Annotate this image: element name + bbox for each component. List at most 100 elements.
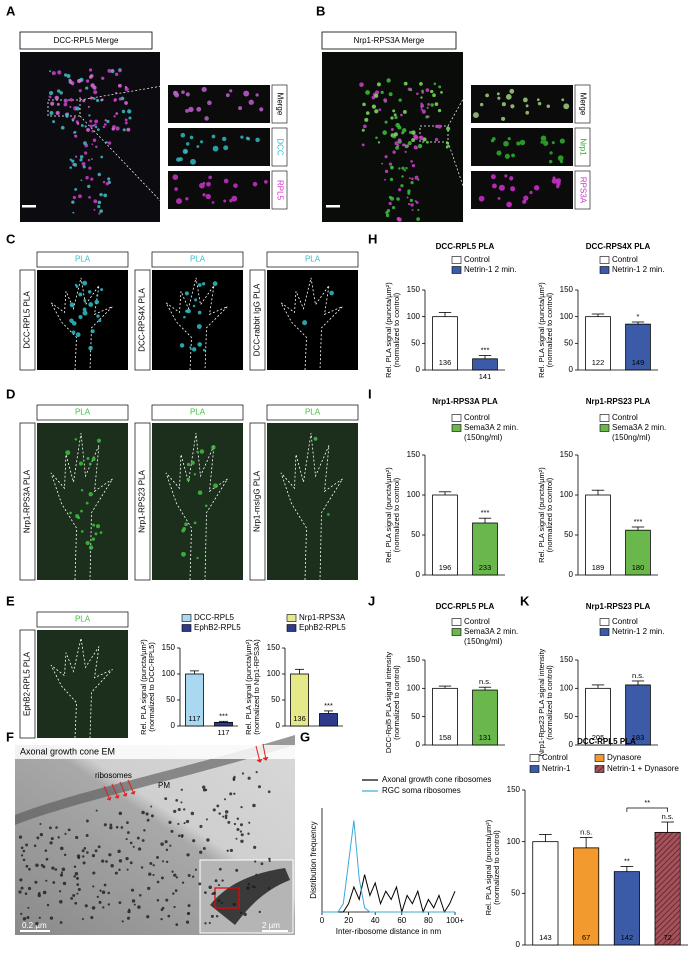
puncta: [229, 198, 233, 203]
puncta: [410, 160, 413, 163]
puncta: [497, 197, 501, 200]
puncta: [420, 102, 423, 105]
ribosome: [92, 885, 95, 888]
ribosome: [28, 867, 31, 871]
puncta: [402, 109, 407, 114]
legend-label: Axonal growth cone ribosomes: [382, 775, 491, 784]
chart-title: DCC-RPL5 PLA: [436, 602, 495, 611]
y-tick-label: 0: [171, 721, 176, 730]
ribosome: [64, 832, 67, 835]
ribosome: [82, 855, 85, 858]
y-axis-label: (normalized to control): [392, 477, 401, 552]
puncta: [94, 123, 97, 126]
puncta: [245, 136, 249, 140]
x-tick-label: 100+: [446, 916, 464, 925]
ribosome: [49, 826, 52, 830]
puncta: [409, 198, 414, 203]
legend-swatch: [599, 266, 610, 274]
puncta: [96, 314, 100, 318]
puncta: [403, 81, 408, 86]
ribosome: [141, 839, 145, 842]
chart-title: Nrp1-RPS23 PLA: [586, 602, 651, 611]
puncta: [207, 100, 212, 106]
legend-swatch: [451, 266, 462, 274]
header-box: [36, 251, 129, 268]
puncta: [425, 140, 429, 144]
ribosome: [173, 905, 176, 909]
legend-note: (150ng/ml): [464, 637, 503, 646]
y-tick-label: 50: [411, 712, 420, 721]
puncta: [86, 456, 90, 460]
ribosome: [173, 873, 177, 877]
row-label: Nrp1-RPS23 PLA: [138, 469, 147, 532]
puncta: [313, 436, 318, 441]
ribosome: [18, 890, 22, 894]
ribosome: [232, 902, 236, 906]
header-box: [19, 629, 36, 739]
arrow: [119, 781, 128, 797]
bar: [654, 831, 681, 946]
puncta: [98, 212, 101, 215]
puncta: [92, 138, 97, 143]
ribosome: [109, 826, 113, 830]
arrow: [262, 743, 269, 761]
ribosome: [81, 849, 85, 853]
ribosome: [247, 882, 250, 886]
puncta: [50, 101, 55, 106]
ribosome: [77, 887, 81, 892]
puncta: [127, 109, 132, 114]
ribosome: [223, 798, 227, 801]
legend-swatch: [451, 424, 462, 432]
puncta: [196, 556, 199, 560]
ribosome: [254, 860, 257, 863]
bar: [625, 529, 651, 576]
chart-title: DCC-RPS4X PLA: [586, 242, 651, 251]
puncta: [516, 141, 521, 146]
puncta: [419, 82, 423, 86]
legend-label: EphB2-RPL5: [194, 623, 241, 632]
puncta: [376, 82, 381, 87]
y-tick-label: 50: [564, 530, 573, 539]
ribosome: [59, 873, 64, 877]
puncta: [496, 150, 502, 156]
ribosome: [246, 886, 250, 890]
puncta: [540, 135, 547, 142]
ribosome: [149, 861, 153, 865]
em-annotation: ribosomes: [95, 771, 132, 780]
y-tick-label: 150: [560, 450, 574, 459]
ribosome: [130, 888, 135, 892]
ribosome: [181, 881, 185, 884]
puncta: [81, 162, 86, 166]
puncta: [440, 90, 443, 94]
ribosome: [95, 809, 98, 812]
puncta: [180, 132, 186, 138]
puncta: [225, 93, 230, 98]
legend-label: Control: [464, 413, 490, 422]
puncta: [106, 119, 110, 124]
puncta: [190, 158, 196, 165]
puncta: [417, 143, 423, 149]
puncta: [211, 201, 215, 204]
puncta: [384, 155, 388, 159]
y-tick-label: 0: [416, 570, 421, 579]
puncta: [96, 128, 100, 131]
sample-size: 196: [439, 563, 452, 572]
significance: n.s.: [479, 677, 491, 686]
puncta: [85, 176, 89, 180]
ribosome: [233, 792, 236, 795]
puncta: [100, 155, 104, 159]
puncta: [71, 330, 76, 335]
puncta: [501, 116, 506, 121]
puncta: [557, 155, 564, 161]
ribosome: [150, 814, 154, 818]
panel-letter: K: [520, 593, 530, 608]
puncta: [213, 483, 218, 489]
y-tick-label: 150: [407, 655, 421, 664]
puncta: [523, 195, 529, 201]
ribosome: [267, 887, 271, 890]
panel-title: DCC-RPL5 Merge: [54, 36, 119, 45]
bar: [573, 847, 600, 946]
puncta: [69, 98, 73, 102]
puncta: [492, 137, 496, 141]
inset-label: Merge: [275, 93, 284, 116]
